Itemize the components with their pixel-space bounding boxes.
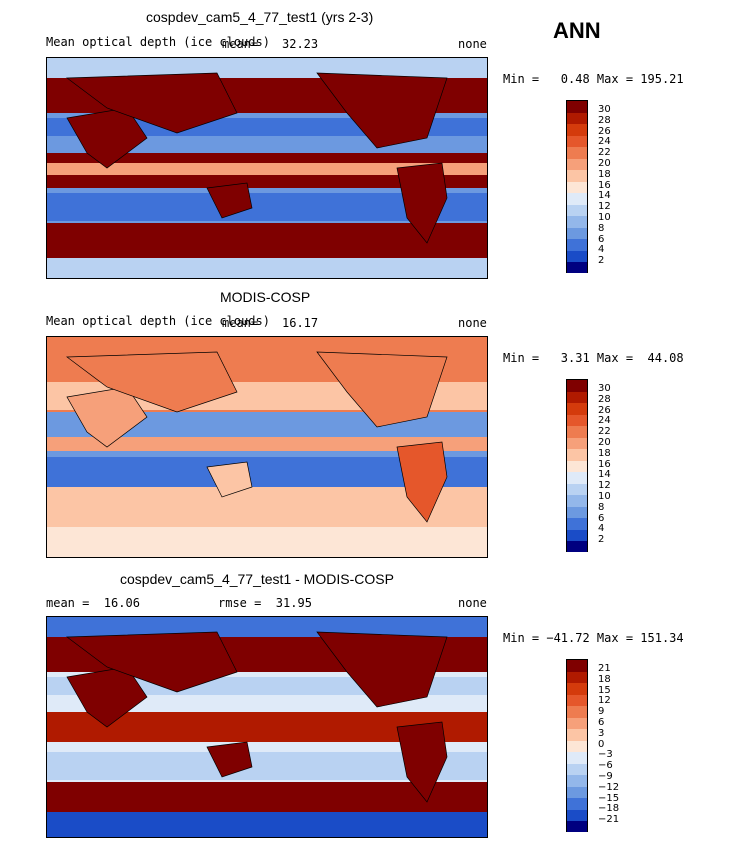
colorbar-tick-label: 10 [598,491,611,502]
colorbar-tick-label: 6 [598,717,605,728]
panel-2-variable: Mean optical depth (ice clouds) [46,314,270,328]
panel-2-colorbar [566,379,588,552]
colorbar-tick-label: 30 [598,104,611,115]
colorbar-tick-label: −18 [598,803,620,815]
panel-3-map [46,616,488,838]
panel-3-rmse: rmse = 31.95 [218,596,312,610]
panel-1-north-america [316,72,448,149]
panel-1-title: cospdev_cam5_4_77_test1 (yrs 2-3) [146,9,374,25]
panel-1-southern-ocean [47,223,487,258]
panel-3-antarctic [47,812,487,837]
colorbar-tick-label: 18 [598,673,611,685]
colorbar-tick-label: 14 [598,190,611,202]
colorbar-tick-label: 28 [598,393,611,405]
colorbar-tick-label: −21 [598,814,620,826]
panel-1-arctic [47,58,487,78]
panel-2-itcz [47,437,487,451]
colorbar-tick-label: −15 [598,792,620,804]
panel-1-map-svg [47,58,487,278]
panel-1-map [46,57,488,279]
colorbar-tick-label: 26 [598,404,611,416]
panel-2-map-svg [47,337,487,557]
panel-3-minmax: Min = −41.72 Max = 151.34 [503,631,684,645]
panel-1-itcz-inner [47,163,487,175]
colorbar-tick-label: 24 [598,415,611,427]
panel-1-antarctic [47,258,487,278]
colorbar-tick-label: −12 [598,781,620,793]
panel-2-australia [206,461,253,498]
colorbar-tick-label: 3 [598,727,605,739]
panel-2-mean-value: 16.17 [282,316,319,330]
colorbar-tick-label: 12 [598,201,611,213]
panel-3-mean: mean = 16.06 [46,596,140,610]
colorbar-tick-label: 14 [598,469,611,481]
colorbar-tick-label: 18 [598,168,611,180]
colorbar-tick-label: −6 [598,760,613,772]
panel-3-eurasia [65,631,238,693]
panel-3-colorbar [566,659,588,832]
colorbar-tick-label: 10 [598,212,611,223]
panel-2-eurasia [65,351,238,413]
colorbar-tick-label: 15 [598,684,611,696]
colorbar-tick-label: 24 [598,136,611,148]
panel-2-antarctic [47,527,487,557]
colorbar-tick-label: 21 [598,663,611,674]
colorbar-tick-label: 6 [598,233,605,245]
season-label: ANN [553,18,601,43]
colorbar-tick-label: −3 [598,749,613,761]
panel-2-minmax: Min = 3.31 Max = 44.08 [503,351,684,365]
panel-2-map [46,336,488,558]
panel-1-units: none [458,37,487,51]
colorbar-tick-label: 30 [598,383,611,394]
panel-2-title: MODIS-COSP [220,289,311,305]
colorbar-tick-label: 20 [598,158,611,169]
colorbar-tick-label: 0 [598,738,605,750]
panel-1-mean-value: 32.23 [282,37,319,51]
colorbar-tick-label: 9 [598,706,605,718]
colorbar-tick-label: 26 [598,125,611,137]
panel-1-south-america [396,162,448,244]
panel-1-mean-label: mean= [222,37,259,51]
colorbar-tick-label: 22 [598,147,611,159]
colorbar-tick-label: 12 [598,695,611,707]
panel-3-southern-ocean [47,782,487,812]
colorbar-tick-label: 28 [598,114,611,126]
panel-3-south-america [396,721,448,803]
panel-1-australia [206,182,253,219]
colorbar-tick-label: 18 [598,447,611,459]
panel-1-eurasia [65,72,238,134]
panel-3-title: cospdev_cam5_4_77_test1 - MODIS-COSP [120,571,394,587]
colorbar-tick-label: 2 [598,534,605,546]
panel-3-north-america [316,631,448,708]
colorbar-tick-label: 20 [598,437,611,448]
colorbar-tick-label: 16 [598,179,611,191]
colorbar-tick-label: 2 [598,255,605,267]
colorbar-tick-label: 4 [598,244,605,256]
panel-1-colorbar [566,100,588,273]
colorbar-tick-label: 16 [598,458,611,470]
panel-2-units: none [458,316,487,330]
panel-2-south-america [396,441,448,523]
panel-3-units: none [458,596,487,610]
colorbar-tick-label: −9 [598,771,613,782]
colorbar-tick-label: 4 [598,523,605,535]
colorbar-tick-label: 6 [598,512,605,524]
colorbar-tick-label: 22 [598,426,611,438]
panel-3-australia [206,741,253,778]
panel-3-map-svg [47,617,487,837]
panel-2-mean-label: mean= [222,316,259,330]
colorbar-tick-label: 8 [598,501,605,513]
panel-1-variable: Mean optical depth (ice clouds) [46,35,270,49]
panel-3-arctic [47,617,487,637]
panel-2-north-america [316,351,448,428]
colorbar-tick-label: 8 [598,222,605,234]
colorbar-tick-label: 12 [598,480,611,492]
panel-1-minmax: Min = 0.48 Max = 195.21 [503,72,684,86]
